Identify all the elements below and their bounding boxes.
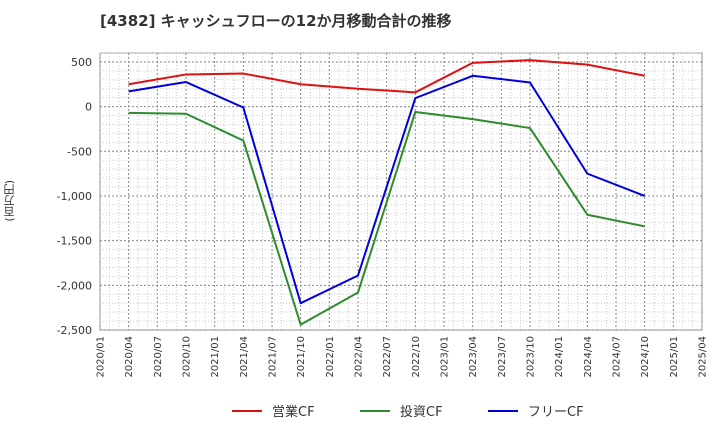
x-tick-label: 2021/04 <box>239 336 250 378</box>
x-tick-label: 2020/04 <box>124 336 135 378</box>
x-tick-label: 2020/07 <box>153 336 164 378</box>
y-tick-label: -1,000 <box>57 190 92 203</box>
x-tick-label: 2022/01 <box>325 336 336 378</box>
x-tick-label: 2022/10 <box>411 336 422 378</box>
series-layer <box>128 59 646 326</box>
legend-label: フリーCF <box>528 405 584 420</box>
x-tick-label: 2024/07 <box>612 336 623 378</box>
x-tick-label: 2024/04 <box>583 336 594 378</box>
grid-layer <box>99 52 703 331</box>
series-line-2 <box>128 110 645 326</box>
x-tick-label: 2021/10 <box>296 336 307 378</box>
x-tick-label: 2025/04 <box>698 336 709 378</box>
x-tick-label: 2024/10 <box>640 336 651 378</box>
y-tick-label: -500 <box>67 145 92 158</box>
y-tick-label: -2,000 <box>57 279 92 292</box>
x-tick-label: 2025/01 <box>669 336 680 378</box>
y-tick-label: 500 <box>71 56 92 69</box>
x-tick-label: 2020/01 <box>96 336 107 378</box>
legend-label: 投資CF <box>400 404 443 420</box>
x-tick-label: 2022/07 <box>382 336 393 378</box>
x-tick-label: 2022/04 <box>354 336 365 378</box>
y-tick-label: 0 <box>85 101 92 114</box>
y-tick-label: -2,500 <box>57 324 92 337</box>
axis-layer: 500 0 -500 -1,000 -1,500 -2,000 -2,500 2020/01 2… <box>57 56 709 378</box>
chart-title: [4382] キャッシュフローの12か月移動合計の推移 <box>100 12 452 30</box>
x-tick-label: 2024/01 <box>554 336 565 378</box>
x-tick-label: 2021/07 <box>268 336 279 378</box>
x-tick-label: 2023/10 <box>526 336 537 378</box>
y-tick-label: -1,500 <box>57 235 92 248</box>
x-tick-label: 2020/10 <box>182 336 193 378</box>
plot-frame <box>99 52 703 331</box>
series-line-1 <box>128 59 645 94</box>
series-line-3 <box>128 74 646 305</box>
x-tick-label: 2021/01 <box>210 336 221 378</box>
legend-label: 営業CF <box>272 404 315 420</box>
x-tick-label: 2023/04 <box>468 336 479 378</box>
x-tick-label: 2023/07 <box>497 336 508 378</box>
x-tick-label: 2023/01 <box>440 336 451 378</box>
legend: 営業CF 投資CF フリーCF <box>232 404 584 420</box>
